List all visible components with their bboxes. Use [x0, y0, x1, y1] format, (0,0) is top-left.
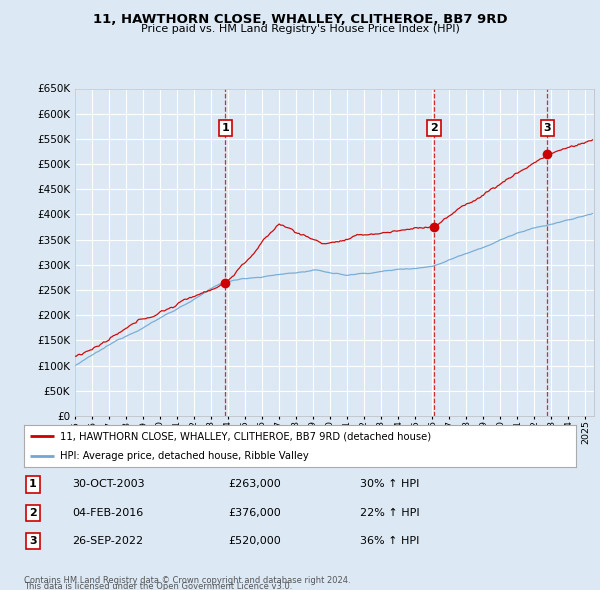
Text: 30-OCT-2003: 30-OCT-2003: [72, 480, 145, 489]
Text: This data is licensed under the Open Government Licence v3.0.: This data is licensed under the Open Gov…: [24, 582, 292, 590]
Text: 3: 3: [29, 536, 37, 546]
Text: 36% ↑ HPI: 36% ↑ HPI: [360, 536, 419, 546]
Text: Contains HM Land Registry data © Crown copyright and database right 2024.: Contains HM Land Registry data © Crown c…: [24, 576, 350, 585]
Text: 22% ↑ HPI: 22% ↑ HPI: [360, 508, 419, 517]
Text: £376,000: £376,000: [228, 508, 281, 517]
Text: Price paid vs. HM Land Registry's House Price Index (HPI): Price paid vs. HM Land Registry's House …: [140, 24, 460, 34]
Text: £520,000: £520,000: [228, 536, 281, 546]
Text: 11, HAWTHORN CLOSE, WHALLEY, CLITHEROE, BB7 9RD: 11, HAWTHORN CLOSE, WHALLEY, CLITHEROE, …: [92, 13, 508, 26]
Text: 3: 3: [544, 123, 551, 133]
Text: 1: 1: [221, 123, 229, 133]
Text: 11, HAWTHORN CLOSE, WHALLEY, CLITHEROE, BB7 9RD (detached house): 11, HAWTHORN CLOSE, WHALLEY, CLITHEROE, …: [60, 431, 431, 441]
Text: 04-FEB-2016: 04-FEB-2016: [72, 508, 143, 517]
Text: 1: 1: [29, 480, 37, 489]
Text: 2: 2: [430, 123, 438, 133]
Text: £263,000: £263,000: [228, 480, 281, 489]
Text: 2: 2: [29, 508, 37, 517]
Text: HPI: Average price, detached house, Ribble Valley: HPI: Average price, detached house, Ribb…: [60, 451, 308, 461]
Text: 26-SEP-2022: 26-SEP-2022: [72, 536, 143, 546]
Text: 30% ↑ HPI: 30% ↑ HPI: [360, 480, 419, 489]
